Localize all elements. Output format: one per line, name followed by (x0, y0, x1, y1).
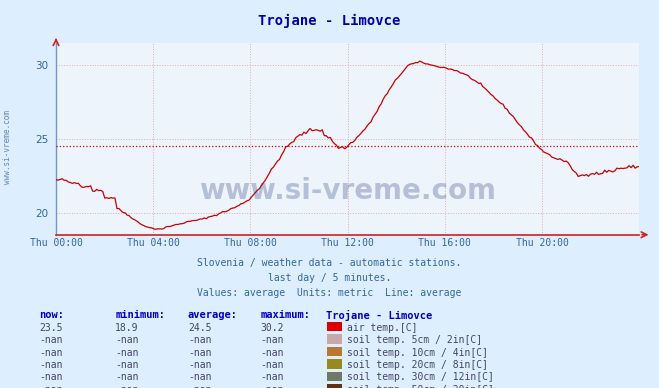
Text: -nan: -nan (40, 348, 63, 358)
Text: Thu 04:00: Thu 04:00 (127, 237, 180, 248)
Text: soil temp. 50cm / 20in[C]: soil temp. 50cm / 20in[C] (347, 385, 494, 388)
Text: -nan: -nan (188, 348, 212, 358)
Text: maximum:: maximum: (260, 310, 310, 320)
Text: Trojane - Limovce: Trojane - Limovce (258, 14, 401, 28)
Text: average:: average: (188, 310, 238, 320)
Text: last day / 5 minutes.: last day / 5 minutes. (268, 273, 391, 283)
Text: minimum:: minimum: (115, 310, 165, 320)
Text: Slovenia / weather data - automatic stations.: Slovenia / weather data - automatic stat… (197, 258, 462, 268)
Text: -nan: -nan (115, 385, 139, 388)
Text: -nan: -nan (188, 335, 212, 345)
Text: 24.5: 24.5 (188, 323, 212, 333)
Text: -nan: -nan (115, 335, 139, 345)
Text: -nan: -nan (115, 348, 139, 358)
Text: -nan: -nan (260, 360, 284, 370)
Text: soil temp. 20cm / 8in[C]: soil temp. 20cm / 8in[C] (347, 360, 488, 370)
Text: Thu 00:00: Thu 00:00 (30, 237, 82, 248)
Text: 23.5: 23.5 (40, 323, 63, 333)
Text: Values: average  Units: metric  Line: average: Values: average Units: metric Line: aver… (197, 288, 462, 298)
Text: Thu 08:00: Thu 08:00 (224, 237, 277, 248)
Text: -nan: -nan (40, 335, 63, 345)
Text: air temp.[C]: air temp.[C] (347, 323, 418, 333)
Text: -nan: -nan (188, 372, 212, 383)
Text: -nan: -nan (115, 372, 139, 383)
Text: -nan: -nan (115, 360, 139, 370)
Text: Trojane - Limovce: Trojane - Limovce (326, 310, 432, 321)
Text: -nan: -nan (260, 385, 284, 388)
Text: soil temp. 30cm / 12in[C]: soil temp. 30cm / 12in[C] (347, 372, 494, 383)
Text: Thu 12:00: Thu 12:00 (321, 237, 374, 248)
Text: -nan: -nan (260, 335, 284, 345)
Text: -nan: -nan (260, 348, 284, 358)
Text: Thu 16:00: Thu 16:00 (418, 237, 471, 248)
Text: www.si-vreme.com: www.si-vreme.com (199, 177, 496, 205)
Text: -nan: -nan (188, 385, 212, 388)
Text: now:: now: (40, 310, 65, 320)
Text: -nan: -nan (40, 385, 63, 388)
Text: -nan: -nan (188, 360, 212, 370)
Text: www.si-vreme.com: www.si-vreme.com (3, 111, 13, 184)
Text: 18.9: 18.9 (115, 323, 139, 333)
Text: -nan: -nan (40, 372, 63, 383)
Text: -nan: -nan (40, 360, 63, 370)
Text: soil temp. 10cm / 4in[C]: soil temp. 10cm / 4in[C] (347, 348, 488, 358)
Text: Thu 20:00: Thu 20:00 (515, 237, 569, 248)
Text: -nan: -nan (260, 372, 284, 383)
Text: soil temp. 5cm / 2in[C]: soil temp. 5cm / 2in[C] (347, 335, 482, 345)
Text: 30.2: 30.2 (260, 323, 284, 333)
